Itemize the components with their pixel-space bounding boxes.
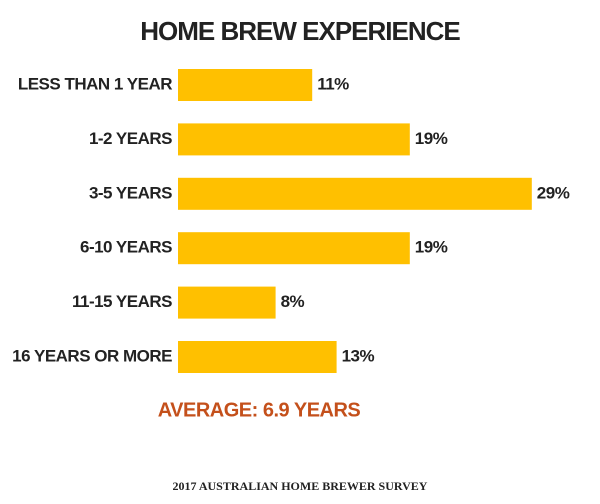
value-label: 29% [537, 183, 570, 202]
bar [178, 123, 410, 156]
annotation: AVERAGE: 6.9 YEARS [158, 399, 361, 421]
value-label: 13% [342, 346, 375, 365]
bar [178, 69, 313, 101]
category-label: 11-15 YEARS [72, 292, 172, 311]
bar [178, 177, 532, 210]
value-label: 19% [415, 129, 448, 148]
bar [178, 232, 410, 265]
value-label: 19% [415, 238, 448, 257]
category-label: 6-10 YEARS [80, 238, 172, 257]
category-label: 3-5 YEARS [89, 183, 172, 202]
value-label: 11% [317, 74, 349, 93]
bar [178, 286, 276, 319]
category-label: 1-2 YEARS [89, 129, 172, 148]
chart-title: HOME BREW EXPERIENCE [140, 16, 460, 46]
value-label: 8% [281, 292, 305, 311]
category-label: 16 YEARS OR MORE [12, 346, 172, 365]
bar [178, 341, 337, 373]
category-label: LESS THAN 1 YEAR [18, 74, 172, 93]
source: 2017 AUSTRALIAN HOME BREWER SURVEY [173, 479, 428, 493]
